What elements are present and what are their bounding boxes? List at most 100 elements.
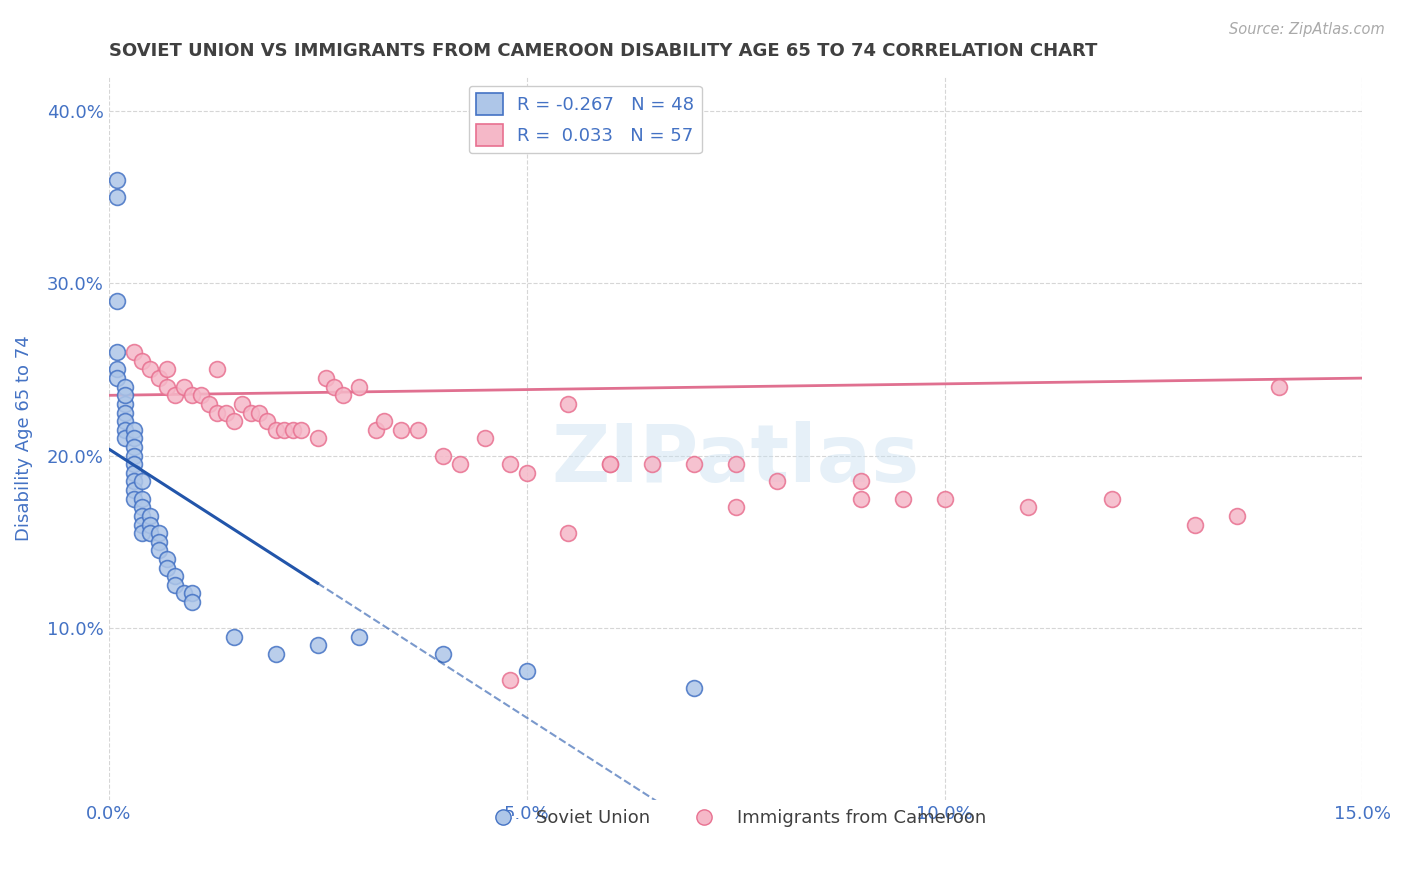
Point bbox=[264, 423, 287, 437]
Point bbox=[122, 423, 145, 437]
Point bbox=[139, 362, 162, 376]
Point bbox=[131, 508, 153, 523]
Point bbox=[474, 431, 496, 445]
Point bbox=[231, 397, 253, 411]
Point bbox=[139, 526, 162, 541]
Point bbox=[131, 526, 153, 541]
Point bbox=[114, 431, 136, 445]
Point bbox=[432, 449, 454, 463]
Point bbox=[849, 475, 872, 489]
Point bbox=[724, 457, 747, 471]
Point bbox=[122, 345, 145, 359]
Point bbox=[290, 423, 312, 437]
Point bbox=[114, 406, 136, 420]
Point bbox=[122, 491, 145, 506]
Point bbox=[156, 362, 179, 376]
Point bbox=[264, 647, 287, 661]
Point bbox=[131, 517, 153, 532]
Point bbox=[173, 380, 195, 394]
Point bbox=[165, 388, 187, 402]
Point bbox=[122, 457, 145, 471]
Legend: Soviet Union, Immigrants from Cameroon: Soviet Union, Immigrants from Cameroon bbox=[478, 802, 993, 835]
Point bbox=[724, 500, 747, 515]
Text: Source: ZipAtlas.com: Source: ZipAtlas.com bbox=[1229, 22, 1385, 37]
Point bbox=[148, 534, 170, 549]
Point bbox=[307, 638, 329, 652]
Point bbox=[599, 457, 621, 471]
Point bbox=[156, 552, 179, 566]
Point bbox=[148, 526, 170, 541]
Point bbox=[307, 431, 329, 445]
Point bbox=[366, 423, 388, 437]
Point bbox=[114, 423, 136, 437]
Point bbox=[516, 664, 538, 678]
Text: SOVIET UNION VS IMMIGRANTS FROM CAMEROON DISABILITY AGE 65 TO 74 CORRELATION CHA: SOVIET UNION VS IMMIGRANTS FROM CAMEROON… bbox=[108, 42, 1097, 60]
Point bbox=[1268, 380, 1291, 394]
Point bbox=[131, 500, 153, 515]
Point bbox=[1226, 508, 1249, 523]
Point bbox=[181, 586, 204, 600]
Point bbox=[114, 388, 136, 402]
Point bbox=[1017, 500, 1039, 515]
Point bbox=[891, 491, 914, 506]
Point bbox=[222, 414, 245, 428]
Point bbox=[131, 491, 153, 506]
Point bbox=[105, 345, 128, 359]
Point bbox=[499, 673, 522, 687]
Point bbox=[323, 380, 346, 394]
Point bbox=[139, 517, 162, 532]
Point bbox=[165, 578, 187, 592]
Point bbox=[406, 423, 429, 437]
Point bbox=[273, 423, 295, 437]
Point bbox=[198, 397, 221, 411]
Point bbox=[114, 380, 136, 394]
Point bbox=[214, 406, 236, 420]
Point bbox=[114, 397, 136, 411]
Point bbox=[349, 630, 371, 644]
Point bbox=[131, 475, 153, 489]
Point bbox=[156, 380, 179, 394]
Point bbox=[849, 491, 872, 506]
Point bbox=[122, 466, 145, 480]
Point bbox=[449, 457, 471, 471]
Point bbox=[682, 457, 704, 471]
Point bbox=[165, 569, 187, 583]
Point bbox=[641, 457, 664, 471]
Point bbox=[105, 173, 128, 187]
Point bbox=[105, 293, 128, 308]
Point bbox=[315, 371, 337, 385]
Point bbox=[281, 423, 304, 437]
Point bbox=[190, 388, 212, 402]
Point bbox=[1101, 491, 1123, 506]
Point bbox=[256, 414, 278, 428]
Point bbox=[332, 388, 354, 402]
Point bbox=[934, 491, 956, 506]
Point bbox=[516, 466, 538, 480]
Point bbox=[114, 414, 136, 428]
Point bbox=[349, 380, 371, 394]
Point bbox=[222, 630, 245, 644]
Point bbox=[156, 560, 179, 574]
Point bbox=[105, 190, 128, 204]
Point bbox=[173, 586, 195, 600]
Point bbox=[389, 423, 412, 437]
Point bbox=[105, 371, 128, 385]
Point bbox=[122, 475, 145, 489]
Point bbox=[557, 526, 579, 541]
Point bbox=[181, 388, 204, 402]
Point bbox=[207, 406, 229, 420]
Point bbox=[122, 449, 145, 463]
Text: ZIPatlas: ZIPatlas bbox=[551, 421, 920, 500]
Point bbox=[122, 431, 145, 445]
Point bbox=[122, 483, 145, 497]
Point bbox=[432, 647, 454, 661]
Point bbox=[247, 406, 270, 420]
Point bbox=[373, 414, 395, 428]
Point bbox=[499, 457, 522, 471]
Point bbox=[148, 543, 170, 558]
Point bbox=[131, 354, 153, 368]
Point bbox=[599, 457, 621, 471]
Point bbox=[239, 406, 262, 420]
Point bbox=[181, 595, 204, 609]
Point bbox=[557, 397, 579, 411]
